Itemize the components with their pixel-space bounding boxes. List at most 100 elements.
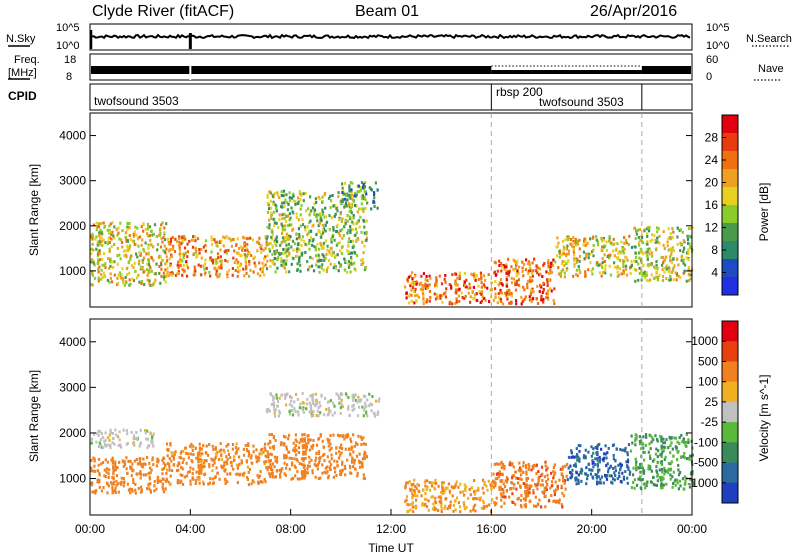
echo-cell bbox=[322, 268, 325, 272]
echo-cell bbox=[663, 441, 667, 445]
echo-cell bbox=[363, 477, 366, 481]
echo-cell bbox=[109, 272, 112, 276]
echo-cell bbox=[421, 502, 424, 505]
echo-cell bbox=[471, 290, 474, 294]
echo-cell bbox=[539, 283, 542, 287]
echo-cell bbox=[273, 224, 276, 228]
echo-cell bbox=[433, 292, 436, 296]
echo-cell bbox=[178, 241, 181, 244]
echo-cell bbox=[354, 398, 358, 402]
echo-cell bbox=[575, 447, 578, 451]
echo-cell bbox=[294, 392, 298, 396]
echo-cell bbox=[272, 435, 276, 439]
echo-cell bbox=[287, 236, 290, 240]
echo-cell bbox=[416, 293, 419, 297]
echo-cell bbox=[131, 489, 134, 493]
echo-cell bbox=[626, 458, 630, 462]
echo-cell bbox=[649, 457, 652, 460]
echo-cell bbox=[297, 446, 300, 450]
echo-cell bbox=[340, 443, 343, 447]
echo-cell bbox=[624, 470, 627, 473]
echo-cell bbox=[500, 505, 503, 509]
echo-cell bbox=[532, 491, 535, 495]
echo-cell bbox=[98, 441, 101, 445]
echo-cell bbox=[327, 407, 330, 411]
echo-cell bbox=[508, 301, 511, 305]
echo-cell bbox=[311, 257, 314, 260]
echo-cell bbox=[674, 483, 677, 487]
echo-cell bbox=[435, 481, 438, 485]
echo-cell bbox=[281, 205, 284, 209]
echo-cell bbox=[378, 397, 381, 401]
echo-cell bbox=[317, 450, 321, 454]
echo-cell bbox=[601, 265, 604, 269]
echo-cell bbox=[264, 255, 267, 259]
echo-cell bbox=[576, 258, 579, 262]
echo-cell bbox=[656, 455, 659, 459]
echo-cell bbox=[296, 397, 299, 401]
echo-cell bbox=[481, 478, 485, 482]
echo-cell bbox=[304, 450, 307, 454]
echo-cell bbox=[577, 444, 580, 447]
echo-cell bbox=[328, 252, 331, 256]
echo-cell bbox=[537, 481, 540, 485]
echo-cell bbox=[574, 462, 577, 466]
echo-cell bbox=[609, 241, 612, 245]
echo-cell bbox=[506, 291, 509, 295]
echo-cell bbox=[622, 251, 625, 255]
echo-cell bbox=[276, 469, 279, 472]
echo-cell bbox=[109, 446, 112, 450]
echo-cell bbox=[293, 407, 296, 411]
echo-cell bbox=[518, 466, 522, 470]
echo-cell bbox=[116, 276, 119, 280]
echo-cell bbox=[536, 271, 539, 275]
echo-cell bbox=[264, 480, 267, 484]
echo-cell bbox=[293, 400, 296, 404]
echo-cell bbox=[308, 410, 311, 414]
echo-cell bbox=[480, 299, 483, 303]
echo-cell bbox=[114, 460, 117, 464]
echo-cell bbox=[630, 264, 633, 267]
echo-cell bbox=[98, 240, 101, 244]
echo-cell bbox=[628, 234, 631, 238]
echo-cell bbox=[407, 294, 410, 298]
echo-cell bbox=[177, 260, 180, 264]
echo-cell bbox=[522, 482, 525, 485]
echo-cell bbox=[115, 465, 118, 469]
echo-cell bbox=[313, 202, 316, 206]
echo-cell bbox=[353, 467, 357, 471]
echo-cell bbox=[358, 459, 361, 463]
echo-cell bbox=[596, 480, 599, 484]
echo-cell bbox=[127, 459, 130, 463]
echo-cell bbox=[236, 265, 239, 269]
echo-cell bbox=[266, 225, 269, 229]
echo-cell bbox=[319, 217, 322, 221]
echo-cell bbox=[113, 243, 116, 246]
echo-cell bbox=[669, 248, 672, 251]
nave-tick-bottom: 0 bbox=[706, 71, 712, 83]
echo-cell bbox=[288, 270, 291, 274]
echo-cell bbox=[185, 263, 189, 267]
echo-cell bbox=[315, 263, 318, 267]
echo-cell bbox=[124, 463, 127, 466]
echo-cell bbox=[562, 476, 565, 480]
echo-cell bbox=[267, 465, 271, 469]
echo-cell bbox=[271, 260, 274, 264]
echo-cell bbox=[333, 404, 336, 408]
echo-cell bbox=[195, 456, 198, 460]
echo-cell bbox=[245, 246, 248, 250]
echo-cell bbox=[218, 449, 221, 453]
echo-cell bbox=[495, 462, 498, 466]
echo-cell bbox=[133, 443, 136, 447]
echo-cell bbox=[314, 197, 317, 201]
echo-cell bbox=[181, 461, 184, 464]
echo-cell bbox=[160, 261, 163, 265]
echo-cell bbox=[689, 454, 692, 458]
echo-cell bbox=[363, 450, 366, 454]
echo-cell bbox=[323, 192, 327, 195]
echo-cell bbox=[205, 266, 208, 270]
echo-cell bbox=[144, 227, 147, 231]
echo-cell bbox=[623, 259, 626, 263]
echo-cell bbox=[311, 395, 314, 399]
echo-cell bbox=[225, 444, 228, 448]
